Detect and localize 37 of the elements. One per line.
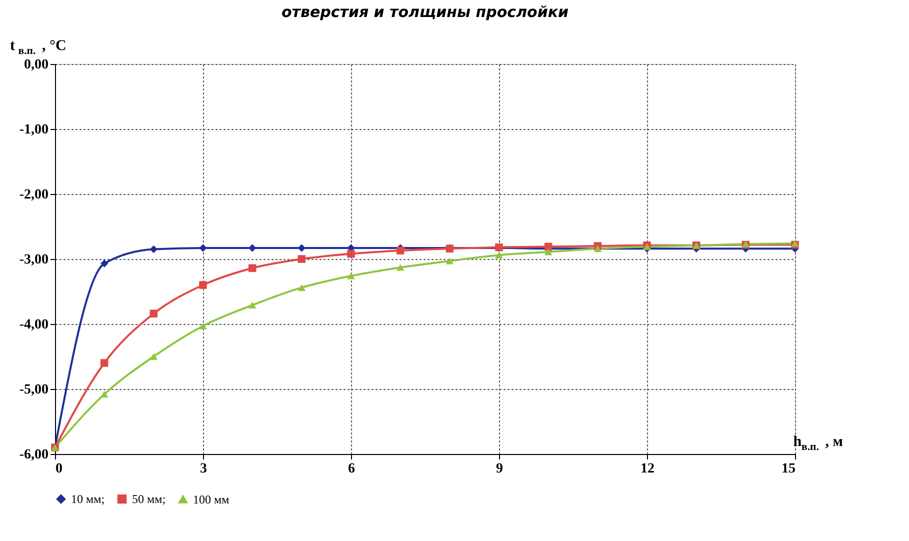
point: [298, 255, 306, 263]
x-tick-label: 6: [348, 462, 355, 476]
point: [396, 246, 404, 254]
chart-title: отверстия и толщины прослойки: [281, 3, 570, 21]
point: [396, 264, 404, 271]
legend-label: 50 мм;: [132, 492, 166, 506]
point: [100, 390, 108, 398]
legend-label: 10 мм;: [71, 492, 105, 506]
x-tick-label: 0: [56, 462, 62, 476]
x-tick-label: 15: [782, 462, 796, 476]
point: [150, 353, 158, 360]
y-tick-label: -5,00: [19, 382, 48, 398]
x-tick-label: 9: [496, 462, 503, 476]
y-tick-label: -1,00: [19, 122, 48, 138]
point: [347, 272, 355, 280]
point: [495, 252, 503, 258]
point: [199, 322, 207, 330]
point: [347, 250, 355, 258]
legend-label: 100 мм: [193, 492, 230, 506]
y-tick-label: -3,00: [19, 252, 48, 268]
point: [544, 248, 552, 256]
x-tick-label: 12: [640, 462, 654, 476]
point: [100, 260, 108, 268]
point: [150, 310, 158, 318]
point: [199, 244, 207, 252]
x-tick-label: 3: [200, 462, 207, 476]
point: [446, 258, 454, 264]
y-tick-label: -6,00: [19, 448, 48, 462]
point: [248, 302, 256, 309]
point: [150, 245, 158, 254]
point: [248, 264, 256, 272]
point: [100, 359, 108, 367]
point: [199, 281, 207, 289]
y-tick-label: -2,00: [19, 188, 48, 202]
y-tick-label: -4,00: [19, 318, 48, 332]
point: [298, 284, 306, 291]
y-tick-label: 0,00: [24, 58, 48, 72]
